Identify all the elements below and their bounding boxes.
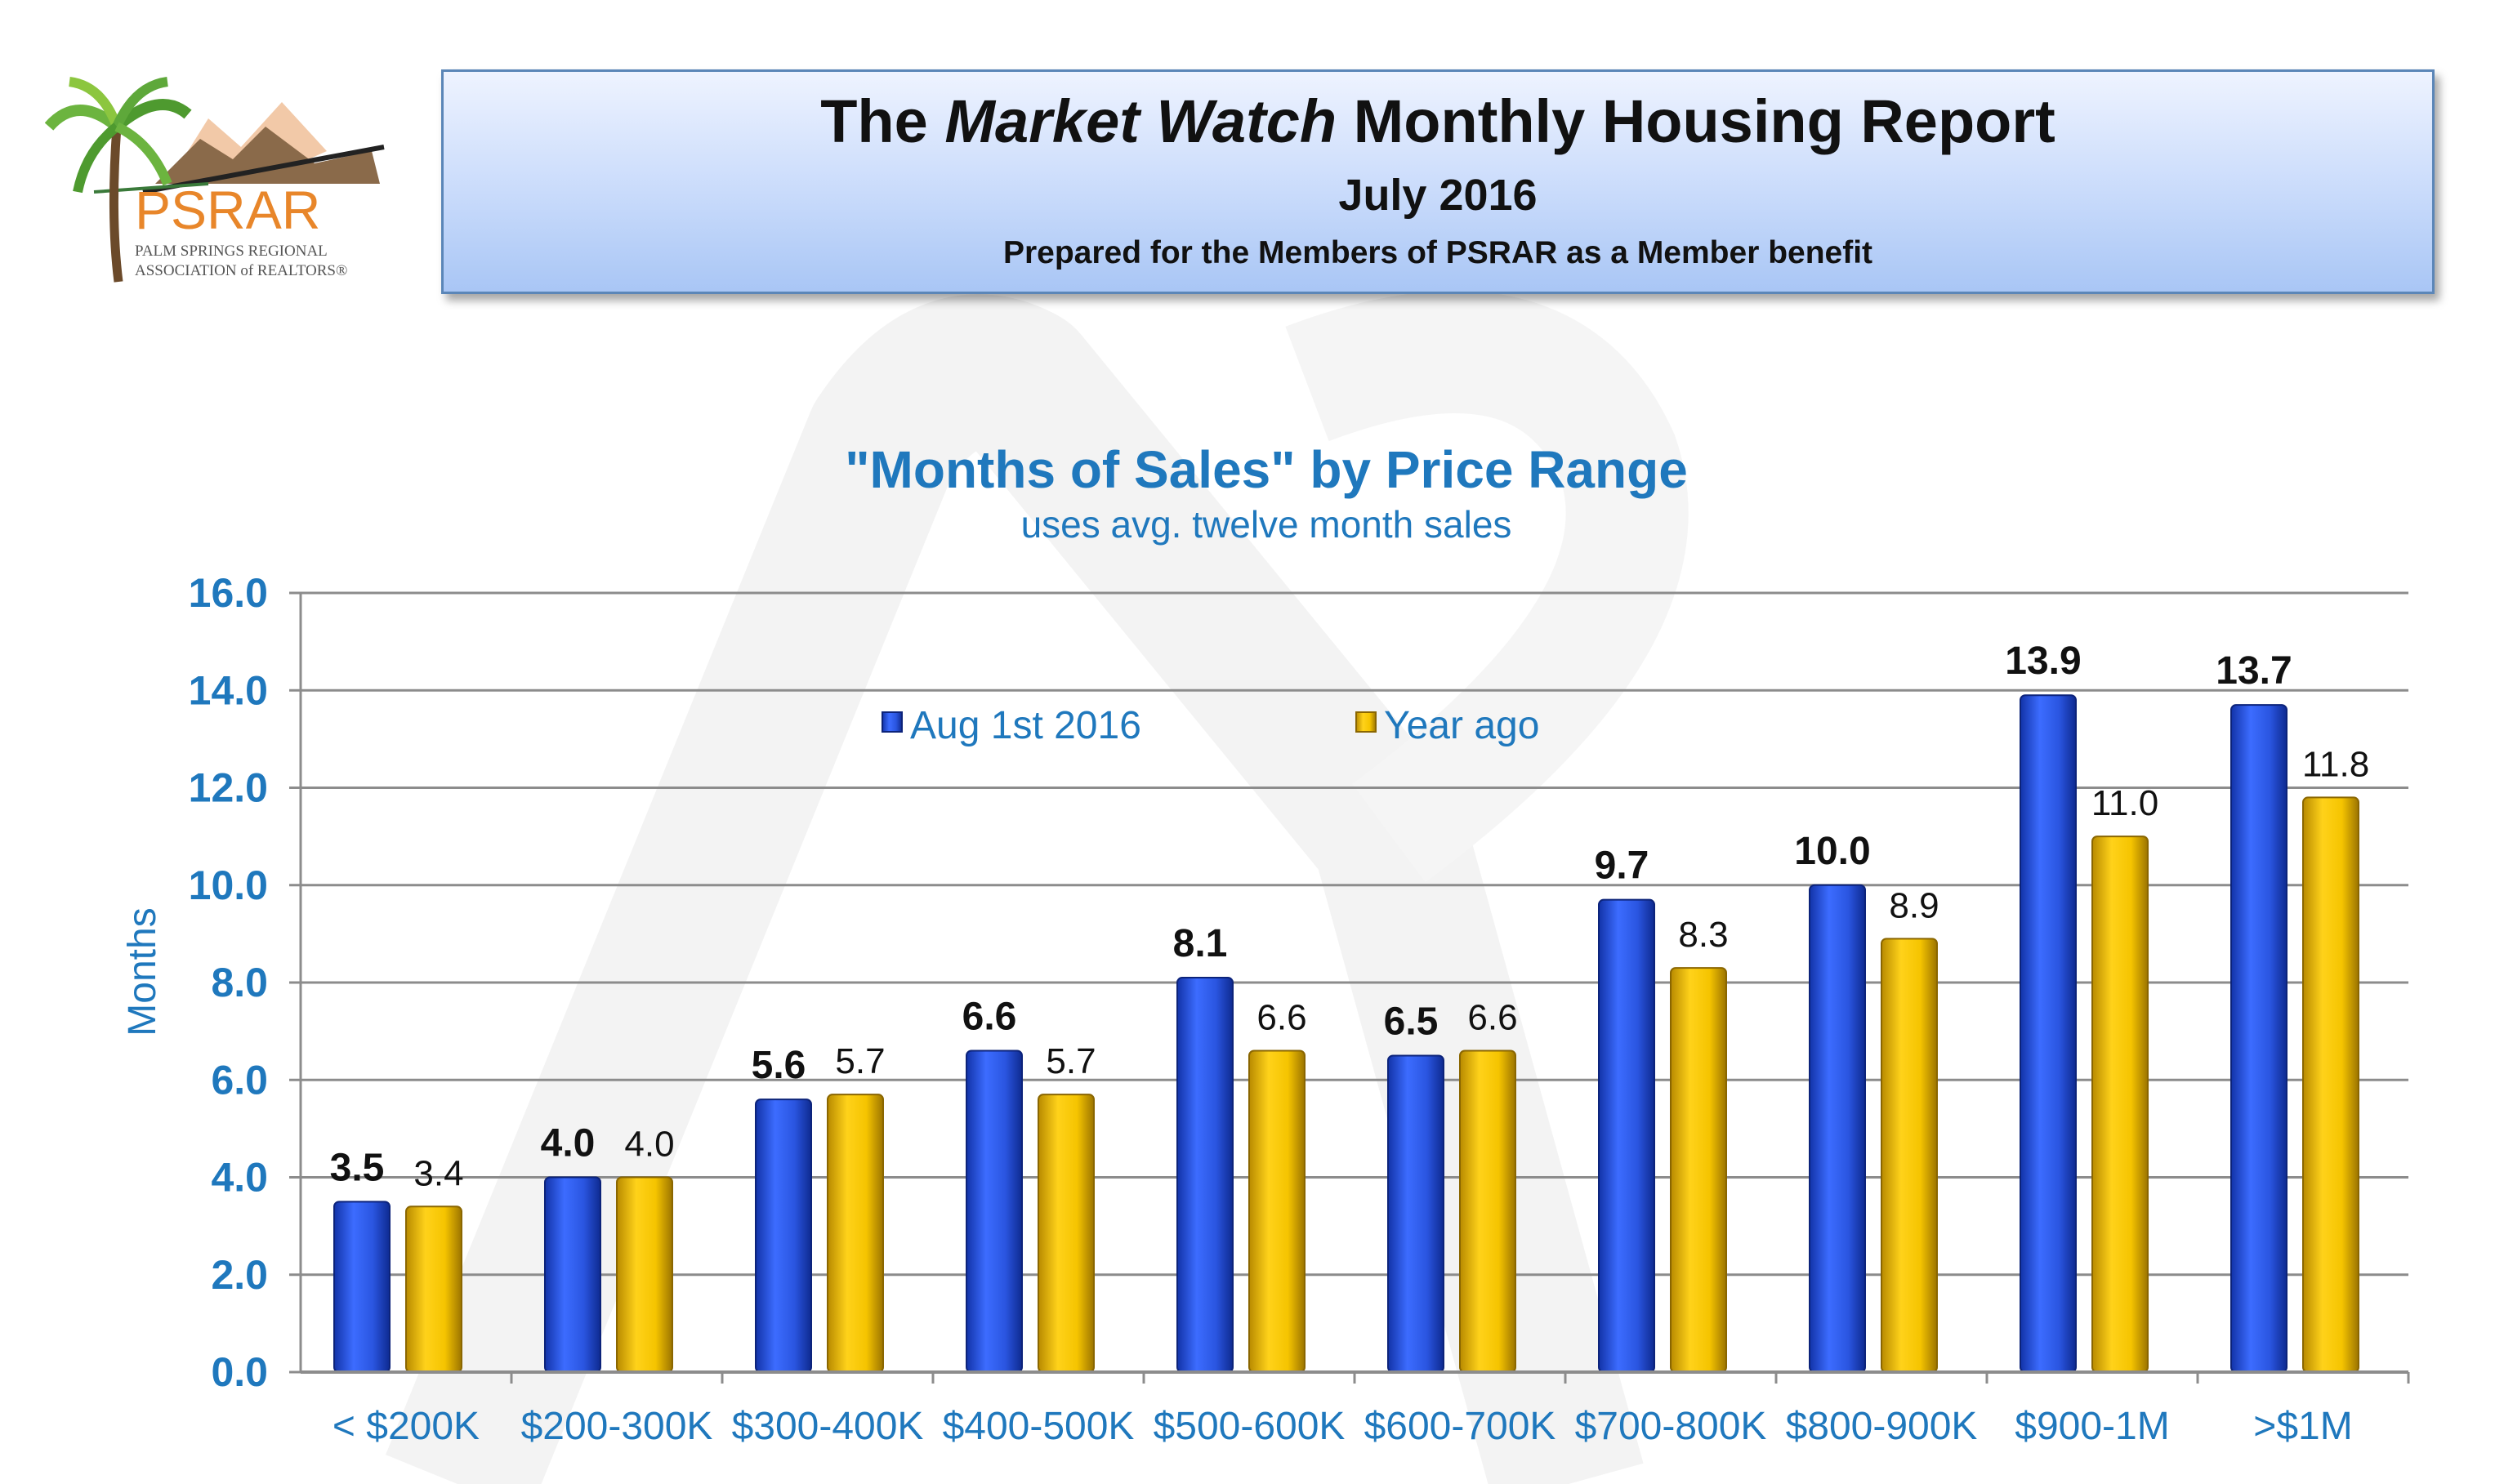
- year-ago-value-label: 11.0: [2091, 783, 2158, 823]
- bar-current: [1176, 977, 1234, 1373]
- chart-title: "Months of Sales" by Price Range: [845, 440, 1688, 499]
- x-tick-label: $500-600K: [1154, 1405, 1346, 1448]
- year-ago-value-label: 8.9: [1889, 885, 1939, 925]
- y-tick-label: 14.0: [189, 667, 268, 713]
- logo-line2: ASSOCIATION of REALTORS®: [135, 262, 347, 279]
- logo-abbr: PSRAR: [135, 180, 320, 240]
- bar-year-ago: [1670, 967, 1727, 1374]
- legend-swatch-current: [882, 711, 903, 733]
- bar-year-ago: [1038, 1094, 1095, 1373]
- current-value-label: 10.0: [1794, 830, 1870, 873]
- x-tick-label: $600-700K: [1364, 1405, 1556, 1448]
- bar-current: [544, 1176, 601, 1373]
- current-value-label: 6.5: [1384, 1000, 1439, 1043]
- current-value-label: 5.6: [752, 1044, 806, 1087]
- bar-year-ago: [1248, 1049, 1306, 1373]
- bar-year-ago: [616, 1176, 673, 1373]
- y-tick-label: 16.0: [189, 570, 268, 616]
- y-tick-label: 6.0: [211, 1057, 268, 1103]
- report-title-post: Monthly Housing Report: [1337, 87, 2055, 155]
- bar-current: [1387, 1054, 1444, 1373]
- year-ago-value-label: 5.7: [835, 1041, 885, 1081]
- y-axis-title: Months: [121, 907, 164, 1036]
- x-tick-label: $200-300K: [521, 1405, 713, 1448]
- bar-year-ago: [2091, 836, 2149, 1373]
- chart-subtitle: uses avg. twelve month sales: [1020, 503, 1512, 546]
- bar-current: [755, 1099, 812, 1373]
- x-tick-label: $700-800K: [1575, 1405, 1767, 1448]
- report-date: July 2016: [1338, 171, 1538, 220]
- x-tick-label: $300-400K: [732, 1405, 924, 1448]
- report-title-pre: The: [820, 87, 945, 155]
- year-ago-value-label: 3.4: [413, 1153, 463, 1193]
- logo-line1: PALM SPRINGS REGIONAL: [135, 243, 328, 260]
- x-tick-label: $900-1M: [2015, 1405, 2169, 1448]
- bar-year-ago: [405, 1205, 462, 1374]
- bar-current: [1598, 898, 1655, 1373]
- report-title-italic: Market Watch: [944, 87, 1337, 155]
- current-value-label: 8.1: [1173, 922, 1228, 965]
- year-ago-value-label: 6.6: [1467, 997, 1517, 1037]
- y-tick-label: 10.0: [189, 862, 268, 908]
- bar-year-ago: [2302, 796, 2359, 1373]
- report-title: The Market Watch Monthly Housing Report: [444, 87, 2432, 156]
- bar-year-ago: [827, 1094, 884, 1373]
- legend-label-year-ago: Year ago: [1384, 704, 1539, 747]
- x-tick-label: $400-500K: [943, 1405, 1135, 1448]
- bar-current: [2020, 694, 2077, 1373]
- bar-current: [966, 1049, 1023, 1373]
- year-ago-value-label: 6.6: [1256, 997, 1306, 1037]
- current-value-label: 3.5: [330, 1146, 385, 1189]
- bar-year-ago: [1459, 1049, 1516, 1373]
- x-tick-label: < $200K: [333, 1405, 480, 1448]
- y-tick-label: 4.0: [211, 1155, 268, 1201]
- current-value-label: 6.6: [962, 995, 1017, 1038]
- bar-year-ago: [1881, 938, 1938, 1373]
- legend-label-current: Aug 1st 2016: [910, 704, 1141, 747]
- y-tick-label: 12.0: [189, 765, 268, 811]
- y-tick-label: 2.0: [211, 1252, 268, 1298]
- year-ago-value-label: 8.3: [1678, 915, 1728, 955]
- bar-current: [333, 1201, 391, 1373]
- current-value-label: 13.7: [2216, 649, 2292, 693]
- psrar-logo: PSRAR PALM SPRINGS REGIONAL ASSOCIATION …: [45, 77, 385, 283]
- legend-swatch-year-ago: [1355, 711, 1377, 733]
- y-tick-label: 0.0: [211, 1349, 268, 1395]
- year-ago-value-label: 11.8: [2302, 744, 2369, 784]
- x-tick-label: $800-900K: [1786, 1405, 1978, 1448]
- current-value-label: 13.9: [2005, 640, 2081, 683]
- x-tick-label: >$1M: [2253, 1405, 2352, 1448]
- report-header: The Market Watch Monthly Housing Report …: [441, 69, 2435, 294]
- current-value-label: 4.0: [541, 1122, 596, 1165]
- current-value-label: 9.7: [1595, 844, 1649, 888]
- year-ago-value-label: 5.7: [1046, 1041, 1096, 1081]
- y-tick-label: 8.0: [211, 960, 268, 1005]
- bar-current: [1809, 884, 1866, 1373]
- year-ago-value-label: 4.0: [624, 1125, 674, 1165]
- report-subtitle: Prepared for the Members of PSRAR as a M…: [1002, 235, 1873, 270]
- bar-current: [2230, 704, 2288, 1373]
